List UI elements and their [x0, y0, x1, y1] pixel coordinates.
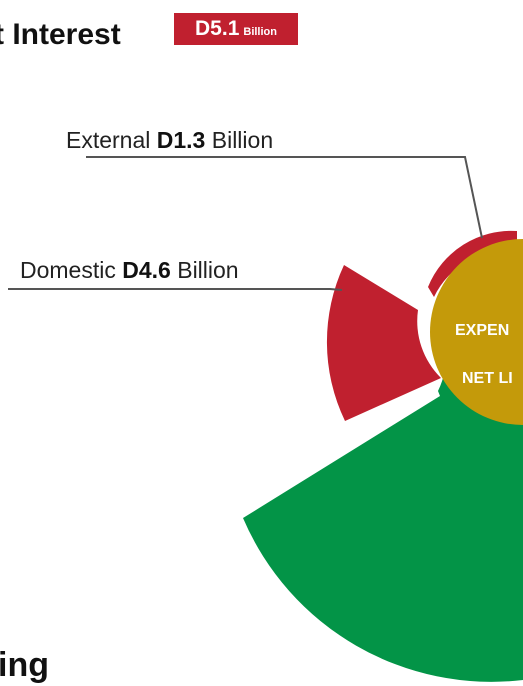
- external-label-name: External: [66, 127, 151, 153]
- badge-unit: Billion: [243, 26, 277, 38]
- total-interest-badge: D5.1 Billion: [174, 13, 298, 45]
- chart-title: t Interest: [0, 18, 121, 51]
- domestic-label-amount: D4.6: [122, 257, 171, 283]
- external-label: External D1.3 Billion: [66, 127, 273, 154]
- center-label-line-1: EXPEN: [455, 322, 509, 339]
- external-label-unit: Billion: [211, 127, 274, 153]
- domestic-slice: [326, 265, 441, 421]
- domestic-label-unit: Billion: [177, 257, 239, 283]
- external-label-amount: D1.3: [156, 127, 206, 153]
- external-leader-line: [86, 156, 483, 239]
- domestic-label-name: Domestic: [20, 257, 116, 283]
- domestic-leader-line: [8, 288, 343, 291]
- center-label-line-2: NET LI: [462, 370, 513, 387]
- center-circle: [430, 239, 523, 425]
- large-green-segment: [243, 378, 523, 682]
- badge-amount: D5.1: [195, 17, 240, 40]
- domestic-label: Domestic D4.6 Billion: [20, 257, 239, 284]
- section-heading-partial: ing: [0, 646, 49, 684]
